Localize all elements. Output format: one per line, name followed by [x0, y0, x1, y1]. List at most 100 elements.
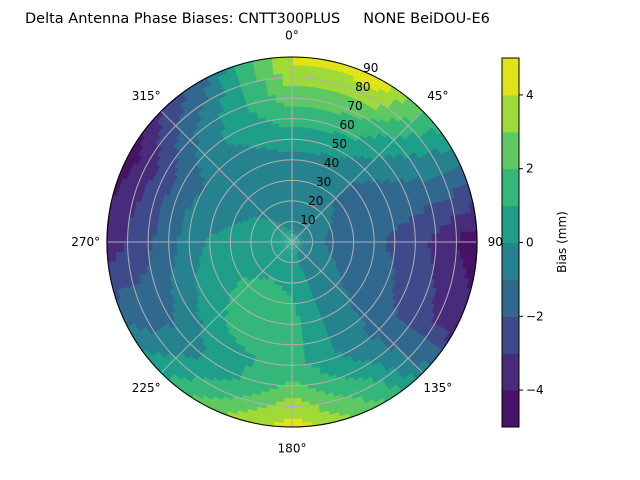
contour-cell [122, 241, 128, 252]
contour-cell [281, 331, 288, 338]
contour-cell [296, 208, 300, 214]
contour-cell [291, 187, 296, 193]
contour-cell [349, 241, 355, 246]
contour-cell [316, 223, 322, 228]
contour-cell [297, 114, 307, 120]
contour-cell [300, 260, 304, 266]
contour-cell [309, 263, 315, 269]
contour-cell [433, 256, 440, 267]
contour-cell [277, 114, 287, 120]
contour-cell [359, 391, 372, 401]
contour-cell [376, 222, 383, 229]
contour-cell [241, 108, 251, 116]
contour-cell [275, 262, 280, 268]
contour-cell [417, 254, 424, 264]
contour-cell [312, 261, 318, 266]
contour-cell [311, 224, 317, 229]
contour-cell [285, 230, 289, 235]
contour-cell [318, 250, 324, 255]
contour-cell [305, 102, 315, 109]
contour-cell [455, 223, 461, 235]
contour-cell [394, 230, 400, 238]
contour-cell [320, 256, 326, 261]
contour-cell [269, 102, 279, 109]
contour-cell [152, 277, 160, 288]
contour-cell [148, 278, 156, 289]
contour-cell [430, 177, 439, 189]
contour-cell [269, 375, 279, 382]
contour-cell [296, 282, 300, 288]
contour-cell [282, 151, 288, 157]
contour-cell [286, 245, 290, 250]
contour-cell [290, 250, 292, 255]
contour-cell [287, 245, 291, 251]
contour-cell [284, 373, 293, 379]
contour-cell [281, 251, 285, 256]
contour-cell [394, 235, 400, 243]
contour-cell [283, 248, 288, 253]
contour-cell [276, 331, 284, 337]
contour-cell [180, 252, 187, 261]
contour-cell [298, 302, 303, 309]
contour-cell [295, 253, 298, 259]
contour-cell [286, 146, 293, 152]
contour-cell [418, 227, 425, 236]
contour-cell [291, 142, 298, 148]
contour-cell [151, 248, 158, 258]
contour-cell [286, 142, 293, 148]
contour-cell [131, 232, 137, 243]
contour-cell [286, 340, 293, 346]
contour-cell [209, 241, 215, 247]
contour-cell [285, 225, 289, 231]
contour-cell [298, 109, 307, 116]
contour-cell [309, 221, 314, 226]
contour-cell [285, 217, 288, 223]
contour-cell [300, 243, 305, 245]
contour-cell [304, 110, 314, 117]
contour-cell [299, 236, 304, 239]
contour-cell [305, 223, 310, 228]
contour-cell [283, 385, 293, 391]
contour-cell [291, 365, 300, 371]
contour-cell [270, 228, 275, 232]
contour-cell [295, 155, 302, 161]
contour-cell [242, 239, 247, 243]
contour-cell [270, 367, 280, 374]
contour-cell [294, 234, 298, 239]
contour-cell [283, 231, 287, 236]
contour-cell [315, 222, 321, 227]
contour-cell [365, 237, 371, 243]
contour-cell [267, 232, 273, 236]
contour-cell [298, 205, 302, 211]
contour-cell [304, 238, 309, 241]
contour-cell [277, 248, 282, 252]
contour-cell [373, 227, 379, 234]
contour-cell [401, 253, 408, 261]
contour-cell [306, 212, 311, 218]
contour-cell [278, 122, 287, 128]
contour-cell [249, 223, 255, 228]
contour-cell [439, 241, 445, 251]
contour-cell [279, 348, 287, 354]
contour-cell [415, 234, 421, 243]
contour-cell [436, 192, 444, 204]
contour-cell [311, 247, 317, 250]
contour-cell [300, 239, 305, 242]
contour-cell [238, 398, 251, 406]
contour-cell [284, 244, 289, 248]
contour-cell [332, 236, 338, 241]
contour-cell [319, 249, 325, 253]
contour-cell [237, 241, 243, 246]
contour-cell [281, 146, 288, 153]
contour-cell [277, 281, 282, 287]
contour-cell [138, 183, 147, 195]
contour-cell [281, 264, 285, 271]
contour-cell [449, 293, 458, 305]
contour-cell [270, 110, 280, 117]
contour-cell [311, 256, 316, 261]
contour-cell [296, 146, 303, 153]
contour-cell [221, 241, 227, 247]
contour-cell [291, 287, 295, 292]
contour-cell [262, 235, 268, 239]
contour-cell [265, 227, 271, 231]
